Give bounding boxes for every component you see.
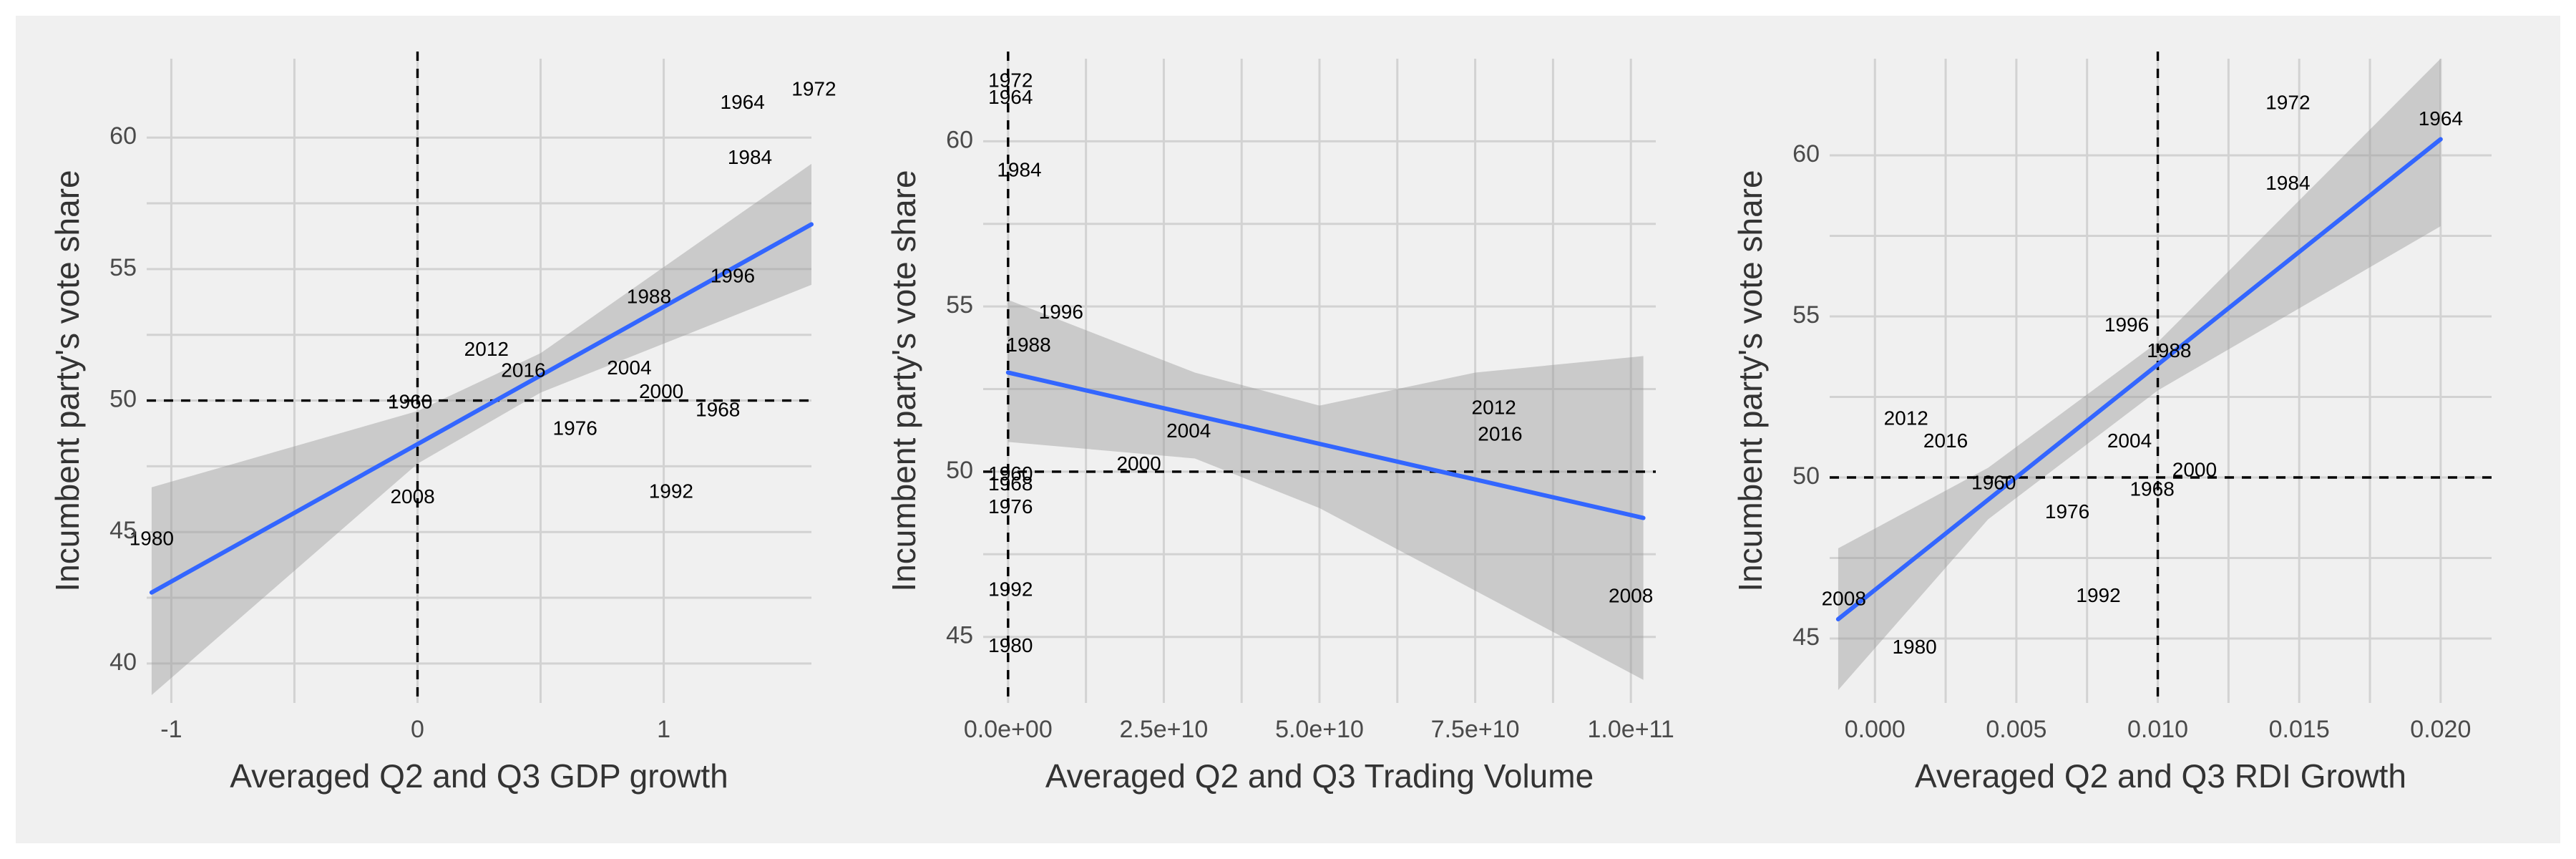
point-label: 2000: [1116, 452, 1161, 475]
point-label: 2008: [1609, 585, 1653, 607]
confidence-band: [1008, 299, 1644, 680]
regression-line: [1835, 137, 2443, 621]
x-tick-label: 0.020: [2410, 716, 2471, 743]
point-label: 1976: [988, 495, 1033, 518]
y-tick-label: 55: [946, 291, 973, 319]
point-label: 1960: [388, 391, 432, 413]
point-label: 1968: [2129, 477, 2174, 500]
regression-line: [149, 222, 814, 595]
point-label: 2016: [1478, 423, 1522, 445]
y-tick-label: 50: [1792, 462, 1820, 490]
point-label: 1972: [791, 77, 836, 100]
y-axis-title: Incumbent party's vote share: [49, 170, 86, 591]
figure-canvas: 1972 1964 1984 1996 1988 2012 2016 2004 2000 1968…: [16, 16, 2560, 843]
point-label: 2016: [1923, 430, 1968, 452]
x-tick-label: 2.5e+10: [1119, 716, 1208, 743]
x-tick-label: 7.5e+10: [1431, 716, 1520, 743]
x-axis-title: Averaged Q2 and Q3 Trading Volume: [1045, 757, 1594, 795]
point-label: 1968: [988, 472, 1033, 495]
y-tick-label: 55: [1792, 301, 1820, 329]
point-label: 2016: [501, 359, 545, 382]
y-tick-label: 60: [946, 126, 973, 153]
confidence-band: [151, 163, 811, 695]
point-label: 1960: [1971, 471, 2016, 493]
point-label: 1964: [988, 86, 1033, 108]
point-label: 1980: [1892, 636, 1936, 658]
x-tick-label: 0.0e+00: [964, 716, 1053, 743]
point-label: 2012: [1472, 397, 1516, 419]
y-tick-label: 45: [1792, 623, 1820, 651]
point-label: 1984: [728, 146, 772, 168]
point-label: 2000: [2172, 458, 2217, 480]
point-label: 1960: [988, 462, 1033, 485]
point-label: 1988: [2147, 339, 2191, 361]
point-label: 2000: [639, 380, 683, 402]
point-label: 1984: [2265, 172, 2310, 194]
y-tick-label: 45: [946, 622, 973, 649]
x-tick-label: 1.0e+11: [1588, 716, 1674, 743]
point-label: 1964: [2419, 107, 2463, 130]
point-label: 1968: [696, 399, 740, 421]
x-tick-label: 0.000: [1845, 716, 1906, 743]
x-tick-label: 5.0e+10: [1275, 716, 1364, 743]
x-tick-label: -1: [160, 716, 182, 743]
confidence-band: [1838, 59, 2441, 690]
point-label: 1984: [997, 158, 1041, 180]
point-label: 1996: [2104, 314, 2149, 336]
point-label: 1992: [649, 480, 693, 503]
point-label: 2012: [1884, 407, 1928, 429]
x-axis-title: Averaged Q2 and Q3 GDP growth: [230, 757, 728, 795]
point-label: 1980: [988, 634, 1033, 656]
y-tick-label: 50: [946, 457, 973, 484]
point-label: 2004: [2107, 430, 2152, 452]
y-axis-title: Incumbent party's vote share: [885, 170, 922, 591]
point-label: 1964: [721, 91, 765, 113]
y-tick-label: 45: [109, 517, 137, 544]
point-label: 1972: [2265, 91, 2310, 113]
x-axis-title: Averaged Q2 and Q3 RDI Growth: [1915, 757, 2406, 795]
point-label: 1976: [2045, 500, 2089, 523]
point-label: 1996: [1039, 301, 1083, 323]
point-label: 1988: [627, 286, 671, 308]
y-tick-label: 60: [109, 122, 137, 150]
point-label: 1976: [553, 417, 597, 439]
x-tick-label: 0: [411, 716, 424, 743]
regression-line: [1005, 370, 1646, 520]
y-tick-label: 55: [109, 254, 137, 281]
point-label: 1996: [711, 264, 755, 286]
y-tick-label: 50: [109, 386, 137, 413]
point-label: 2004: [607, 356, 651, 379]
point-label: 2008: [1822, 587, 1866, 609]
point-label: 2008: [390, 485, 434, 508]
x-tick-label: 0.015: [2269, 716, 2330, 743]
x-tick-label: 1: [657, 716, 670, 743]
point-label: 1972: [988, 69, 1033, 92]
point-label: 2012: [464, 338, 509, 360]
y-tick-label: 60: [1792, 140, 1820, 168]
y-axis-title: Incumbent party's vote share: [1732, 170, 1769, 591]
point-label: 1992: [988, 578, 1033, 600]
y-tick-label: 40: [109, 649, 137, 676]
point-label: 1992: [2076, 584, 2120, 606]
point-label: 2004: [1166, 419, 1211, 442]
x-tick-label: 0.010: [2127, 716, 2188, 743]
point-label: 1988: [1006, 334, 1050, 356]
x-tick-label: 0.005: [1986, 716, 2046, 743]
point-label: 1980: [130, 528, 174, 550]
